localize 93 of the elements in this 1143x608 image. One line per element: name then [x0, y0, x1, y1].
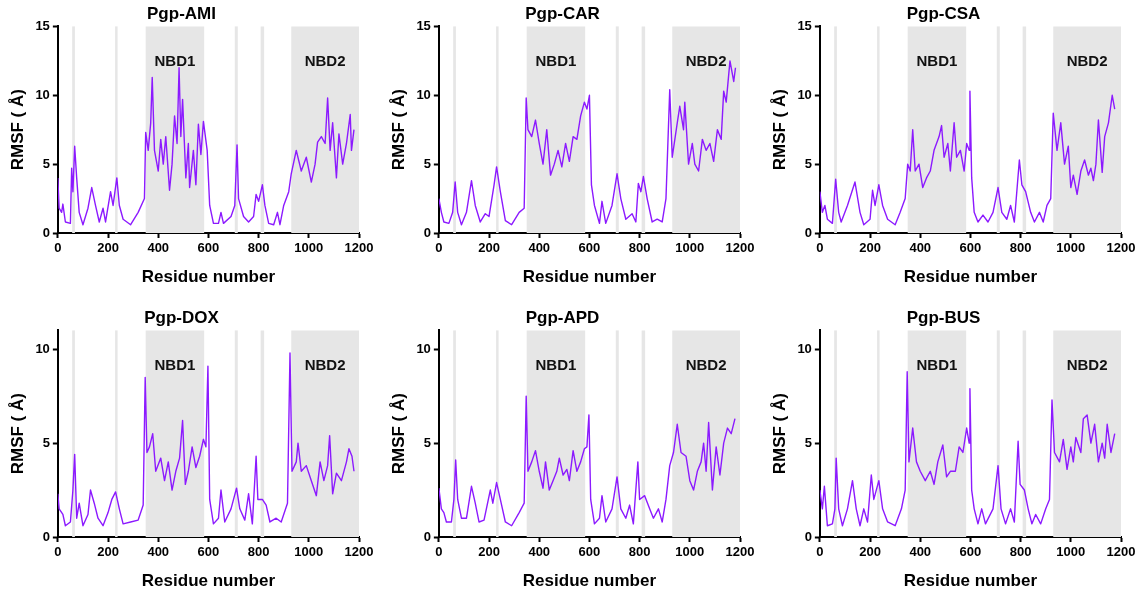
band-label: NBD1 [916, 51, 958, 69]
y-axis-title: RMSF ( Å) [388, 89, 408, 171]
chart-title: Pgp-DOX [144, 307, 220, 327]
x-tick-label: 800 [247, 240, 270, 256]
x-tick-label: 200 [859, 544, 881, 560]
x-tick-label: 800 [628, 240, 651, 256]
y-axis-title: RMSF ( Å) [7, 393, 27, 475]
y-axis-title: RMSF ( Å) [769, 89, 789, 171]
y-tick-label: 5 [804, 434, 812, 450]
y-tick-label: 10 [35, 340, 50, 356]
y-tick-label: 5 [42, 155, 50, 171]
x-tick-label: 800 [1009, 544, 1032, 560]
y-axis-title: RMSF ( Å) [388, 393, 408, 475]
x-axis-title: Residue number [903, 571, 1038, 591]
y-axis-title: RMSF ( Å) [769, 393, 789, 475]
x-tick-label: 1200 [1106, 544, 1136, 560]
band-label: NBD1 [535, 355, 577, 373]
x-tick-label: 1200 [725, 544, 755, 560]
band-label: NBD2 [304, 355, 346, 373]
x-axis-title: Residue number [903, 267, 1038, 287]
y-tick-label: 0 [42, 528, 50, 544]
x-tick-label: 800 [247, 544, 270, 560]
x-axis-title: Residue number [522, 267, 657, 287]
band-label: NBD1 [535, 51, 577, 69]
y-tick-label: 15 [416, 17, 431, 33]
chart-title: Pgp-CSA [906, 3, 981, 23]
x-tick-label: 600 [959, 240, 982, 256]
x-tick-label: 400 [147, 240, 170, 256]
chart-title: Pgp-AMI [147, 3, 216, 23]
x-tick-label: 400 [528, 240, 551, 256]
band-label: NBD1 [154, 51, 196, 69]
band-label: NBD2 [685, 51, 727, 69]
x-tick-label: 1000 [675, 544, 705, 560]
band-label: NBD2 [1066, 355, 1108, 373]
y-tick-label: 5 [423, 434, 431, 450]
y-axis-title: RMSF ( Å) [7, 89, 27, 171]
x-axis-title: Residue number [141, 267, 276, 287]
x-tick-label: 400 [147, 544, 170, 560]
y-tick-label: 10 [797, 340, 812, 356]
band-label: NBD1 [154, 355, 196, 373]
y-tick-label: 10 [416, 340, 431, 356]
band-label: NBD2 [685, 355, 727, 373]
x-tick-label: 0 [816, 544, 824, 560]
x-tick-label: 0 [54, 544, 62, 560]
x-tick-label: 400 [528, 544, 551, 560]
x-tick-label: 1000 [675, 240, 705, 256]
x-tick-label: 1200 [344, 240, 374, 256]
y-tick-label: 15 [35, 17, 50, 33]
x-tick-label: 0 [54, 240, 62, 256]
x-tick-label: 600 [959, 544, 982, 560]
x-tick-label: 600 [197, 544, 220, 560]
x-tick-label: 600 [578, 544, 601, 560]
x-tick-label: 0 [435, 544, 443, 560]
band-label: NBD1 [916, 355, 958, 373]
band-label: NBD2 [304, 51, 346, 69]
chart-title: Pgp-APD [525, 307, 600, 327]
x-axis-title: Residue number [522, 571, 657, 591]
x-tick-label: 1000 [1056, 240, 1086, 256]
x-axis-title: Residue number [141, 571, 276, 591]
x-tick-label: 200 [478, 544, 500, 560]
x-tick-label: 400 [909, 544, 932, 560]
x-tick-label: 1000 [294, 544, 324, 560]
x-tick-label: 1200 [725, 240, 755, 256]
y-tick-label: 0 [423, 528, 431, 544]
y-tick-label: 0 [42, 224, 50, 240]
y-tick-label: 10 [35, 86, 50, 102]
y-tick-label: 0 [804, 224, 812, 240]
y-tick-label: 0 [804, 528, 812, 544]
chart-title: Pgp-BUS [906, 307, 981, 327]
band-label: NBD2 [1066, 51, 1108, 69]
x-tick-label: 200 [97, 544, 119, 560]
chart-title: Pgp-CAR [525, 3, 600, 23]
y-tick-label: 15 [797, 17, 812, 33]
x-tick-label: 600 [578, 240, 601, 256]
x-tick-label: 1200 [1106, 240, 1136, 256]
y-tick-label: 5 [423, 155, 431, 171]
x-tick-label: 1200 [344, 544, 374, 560]
x-tick-label: 200 [97, 240, 119, 256]
x-tick-label: 1000 [294, 240, 324, 256]
y-tick-label: 0 [423, 224, 431, 240]
x-tick-label: 1000 [1056, 544, 1086, 560]
y-tick-label: 5 [804, 155, 812, 171]
y-tick-label: 5 [42, 434, 50, 450]
x-tick-label: 800 [628, 544, 651, 560]
x-tick-label: 400 [909, 240, 932, 256]
x-tick-label: 0 [435, 240, 443, 256]
x-tick-label: 0 [816, 240, 824, 256]
y-tick-label: 10 [797, 86, 812, 102]
x-tick-label: 200 [859, 240, 881, 256]
x-tick-label: 800 [1009, 240, 1032, 256]
x-tick-label: 200 [478, 240, 500, 256]
x-tick-label: 600 [197, 240, 220, 256]
y-tick-label: 10 [416, 86, 431, 102]
